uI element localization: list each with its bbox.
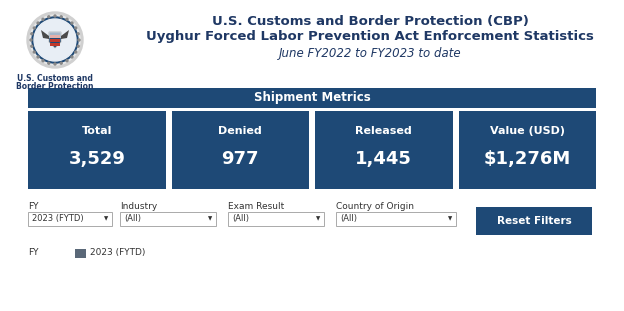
Circle shape bbox=[31, 45, 33, 47]
Text: 977: 977 bbox=[222, 150, 259, 168]
Text: Uyghur Forced Labor Prevention Act Enforcement Statistics: Uyghur Forced Labor Prevention Act Enfor… bbox=[146, 30, 594, 43]
Circle shape bbox=[42, 18, 44, 20]
Circle shape bbox=[31, 33, 33, 35]
Circle shape bbox=[77, 33, 79, 35]
Circle shape bbox=[37, 56, 39, 58]
Polygon shape bbox=[49, 32, 61, 48]
Text: Denied: Denied bbox=[218, 126, 262, 136]
FancyBboxPatch shape bbox=[172, 111, 309, 189]
Circle shape bbox=[42, 60, 44, 62]
FancyBboxPatch shape bbox=[315, 111, 452, 189]
Circle shape bbox=[71, 56, 73, 58]
Text: Exam Result: Exam Result bbox=[228, 202, 285, 211]
Text: 1,445: 1,445 bbox=[355, 150, 412, 168]
Circle shape bbox=[27, 12, 83, 68]
FancyBboxPatch shape bbox=[336, 212, 456, 226]
Text: Country of Origin: Country of Origin bbox=[336, 202, 414, 211]
Text: ▼: ▼ bbox=[316, 216, 320, 221]
Circle shape bbox=[33, 27, 35, 29]
FancyBboxPatch shape bbox=[75, 249, 86, 258]
Text: 2023 (FYTD): 2023 (FYTD) bbox=[90, 248, 145, 257]
Circle shape bbox=[37, 22, 39, 24]
Bar bbox=[50, 43, 60, 45]
Text: FY: FY bbox=[28, 202, 39, 211]
Circle shape bbox=[33, 51, 35, 53]
Text: $1,276M: $1,276M bbox=[484, 150, 571, 168]
Circle shape bbox=[34, 19, 76, 61]
Text: Shipment Metrics: Shipment Metrics bbox=[253, 91, 371, 104]
FancyBboxPatch shape bbox=[459, 111, 596, 189]
Circle shape bbox=[66, 18, 68, 20]
Text: 2023 (FYTD): 2023 (FYTD) bbox=[32, 215, 84, 224]
Text: Border Protection: Border Protection bbox=[16, 82, 94, 91]
Circle shape bbox=[54, 63, 56, 65]
Text: ▼: ▼ bbox=[104, 216, 108, 221]
Text: (All): (All) bbox=[340, 215, 357, 224]
Circle shape bbox=[32, 17, 78, 63]
Circle shape bbox=[60, 16, 62, 18]
FancyBboxPatch shape bbox=[28, 212, 112, 226]
Text: ▼: ▼ bbox=[448, 216, 452, 221]
Circle shape bbox=[78, 39, 80, 41]
Circle shape bbox=[48, 16, 50, 18]
FancyBboxPatch shape bbox=[476, 207, 592, 235]
Polygon shape bbox=[41, 30, 49, 39]
Text: (All): (All) bbox=[124, 215, 141, 224]
Text: ▼: ▼ bbox=[208, 216, 212, 221]
Text: June FY2022 to FY2023 to date: June FY2022 to FY2023 to date bbox=[279, 47, 461, 60]
Circle shape bbox=[30, 15, 80, 65]
FancyBboxPatch shape bbox=[28, 111, 165, 189]
Polygon shape bbox=[49, 32, 61, 38]
Circle shape bbox=[54, 15, 56, 17]
Circle shape bbox=[30, 39, 32, 41]
Text: U.S. Customs and: U.S. Customs and bbox=[17, 74, 93, 83]
Text: U.S. Customs and Border Protection (CBP): U.S. Customs and Border Protection (CBP) bbox=[212, 15, 529, 28]
FancyBboxPatch shape bbox=[28, 88, 596, 108]
Text: FY: FY bbox=[28, 248, 39, 257]
Text: Value (USD): Value (USD) bbox=[490, 126, 565, 136]
Circle shape bbox=[66, 60, 68, 62]
Polygon shape bbox=[61, 30, 69, 39]
Text: Total: Total bbox=[82, 126, 112, 136]
Text: 3,529: 3,529 bbox=[68, 150, 125, 168]
Circle shape bbox=[60, 62, 62, 64]
FancyBboxPatch shape bbox=[228, 212, 324, 226]
Circle shape bbox=[77, 45, 79, 47]
Circle shape bbox=[71, 22, 73, 24]
Text: Released: Released bbox=[356, 126, 412, 136]
Circle shape bbox=[75, 27, 77, 29]
Circle shape bbox=[48, 62, 50, 64]
Text: (All): (All) bbox=[232, 215, 249, 224]
FancyBboxPatch shape bbox=[120, 212, 216, 226]
Bar bbox=[50, 39, 60, 41]
Bar bbox=[50, 35, 60, 38]
Text: Reset Filters: Reset Filters bbox=[497, 216, 572, 226]
Circle shape bbox=[75, 51, 77, 53]
Text: Industry: Industry bbox=[120, 202, 157, 211]
